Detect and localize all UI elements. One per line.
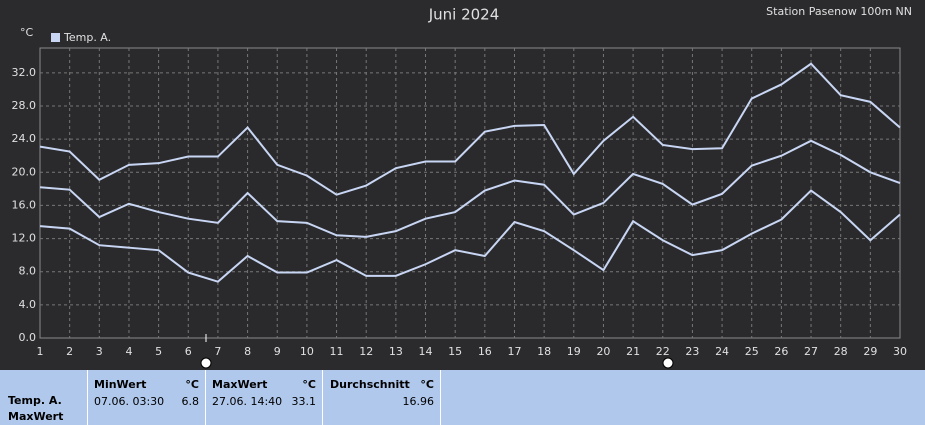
x-tick-label: 15 xyxy=(448,345,462,358)
x-tick-label: 7 xyxy=(214,345,221,358)
x-tick-label: 18 xyxy=(537,345,551,358)
y-tick-label: 20.0 xyxy=(12,165,37,178)
x-tick-label: 23 xyxy=(685,345,699,358)
x-tick-label: 27 xyxy=(804,345,818,358)
plot-area xyxy=(39,47,901,339)
x-tick-label: 2 xyxy=(66,345,73,358)
column-cell: MinWert °C 07.06. 03:30 6.8 xyxy=(88,370,206,425)
column-time: 07.06. 03:30 xyxy=(94,395,165,408)
y-tick-label: 28.0 xyxy=(12,99,37,112)
x-tick-label: 25 xyxy=(745,345,759,358)
x-tick-label: 24 xyxy=(715,345,729,358)
y-tick-label: 4.0 xyxy=(19,298,37,311)
column-time: 27.06. 14:40 xyxy=(212,395,283,408)
column-value: 16.96 xyxy=(402,395,435,408)
temp-line-min xyxy=(39,189,901,283)
x-tick-label: 4 xyxy=(125,345,132,358)
y-tick-label: 32.0 xyxy=(12,66,37,79)
temp-line-max xyxy=(39,62,901,196)
x-tick-label: 30 xyxy=(893,345,907,358)
legend-swatch xyxy=(51,33,60,42)
x-tick-label: 13 xyxy=(389,345,403,358)
column-header: MinWert xyxy=(94,378,147,391)
column-unit: °C xyxy=(420,378,434,391)
x-tick-label: 1 xyxy=(37,345,44,358)
column-value: 6.8 xyxy=(181,395,200,408)
x-tick-label: 22 xyxy=(656,345,670,358)
y-tick-label: 8.0 xyxy=(19,265,37,278)
x-tick-label: 10 xyxy=(300,345,314,358)
x-tick-label: 17 xyxy=(507,345,521,358)
x-tick-label: 16 xyxy=(478,345,492,358)
column-value: 33.1 xyxy=(291,395,317,408)
x-tick-label: 29 xyxy=(863,345,877,358)
x-tick-label: 21 xyxy=(626,345,640,358)
chart-title: Juni 2024 xyxy=(428,6,500,24)
column-header: MaxWert xyxy=(212,378,268,391)
row-label-cell: Temp. A. MaxWert xyxy=(0,370,88,425)
y-unit: °C xyxy=(20,26,34,39)
x-tick-label: 14 xyxy=(419,345,433,358)
column-cell: Durchschnitt °C 16.96 xyxy=(323,370,441,425)
min-marker-icon xyxy=(200,357,212,369)
x-tick-label: 3 xyxy=(96,345,103,358)
column-cell: MaxWert °C 27.06. 14:40 33.1 xyxy=(206,370,323,425)
y-tick-label: 0.0 xyxy=(19,331,37,344)
y-tick-label: 24.0 xyxy=(12,132,37,145)
x-tick-label: 12 xyxy=(359,345,373,358)
temp-line-mean xyxy=(39,139,901,238)
x-tick-label: 20 xyxy=(596,345,610,358)
max-marker-icon xyxy=(662,357,674,369)
column-header: Durchschnitt xyxy=(330,378,410,391)
column-unit: °C xyxy=(302,378,316,391)
y-tick-label: 16.0 xyxy=(12,198,37,211)
x-tick-label: 5 xyxy=(155,345,162,358)
row-label: Temp. A. xyxy=(8,394,62,407)
summary-table: Temp. A. MaxWert MinWert °C 07.06. 03:30… xyxy=(0,370,925,425)
y-tick-label: 12.0 xyxy=(12,232,37,245)
x-tick-label: 19 xyxy=(567,345,581,358)
x-tick-label: 8 xyxy=(244,345,251,358)
x-tick-label: 26 xyxy=(774,345,788,358)
x-tick-label: 9 xyxy=(274,345,281,358)
column-unit: °C xyxy=(185,378,199,391)
station-label: Station Pasenow 100m NN xyxy=(766,5,912,18)
x-tick-label: 28 xyxy=(834,345,848,358)
row-label: MaxWert xyxy=(8,410,64,423)
chart: Juni 2024 Station Pasenow 100m NN °C Tem… xyxy=(12,5,912,369)
legend-label: Temp. A. xyxy=(63,31,111,44)
x-tick-label: 11 xyxy=(330,345,344,358)
x-tick-label: 6 xyxy=(185,345,192,358)
